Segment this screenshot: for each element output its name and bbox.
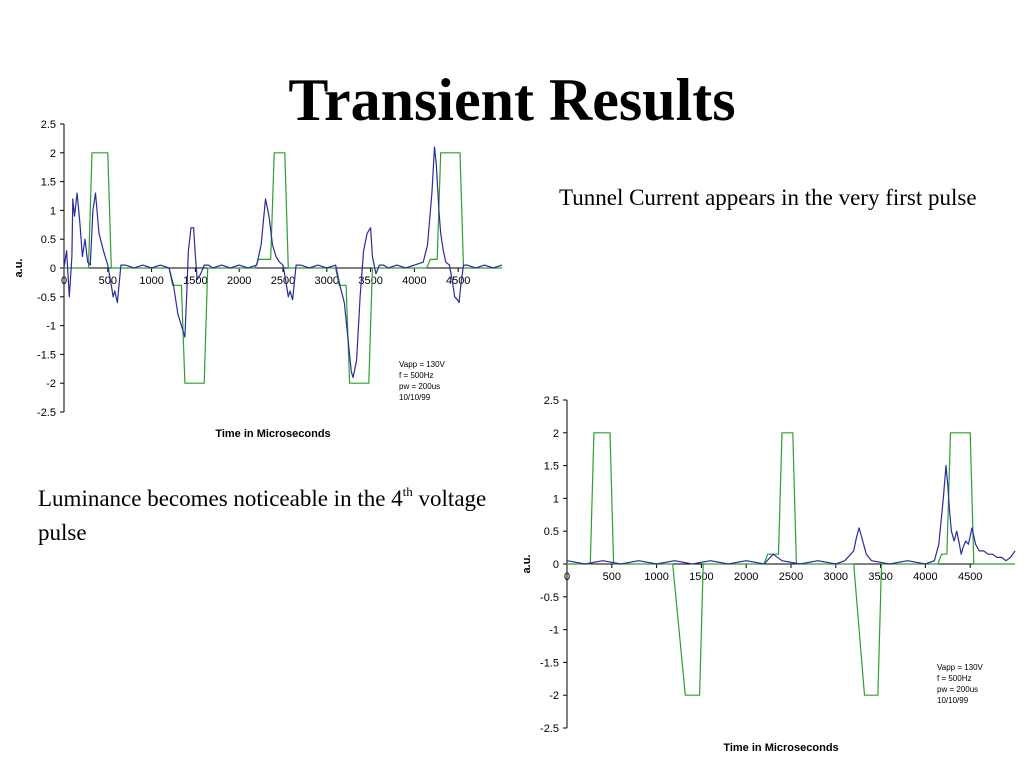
annotation-line: f = 500Hz [399,371,433,380]
x-tick-label: 1000 [139,275,163,287]
luminance-note: Luminance becomes noticeable in the 4th … [38,482,488,550]
x-tick-label: 3500 [358,275,382,287]
x-tick-label: 1500 [689,571,713,583]
x-axis-title: Time in Microseconds [215,428,330,440]
y-tick-label: 2.5 [544,395,559,407]
x-tick-label: 4500 [446,275,470,287]
signal-series-line [63,146,503,378]
y-tick-label: -1 [549,625,559,637]
x-tick-label: 4000 [913,571,937,583]
x-tick-label: 1000 [644,571,668,583]
y-tick-label: -0.5 [540,592,559,604]
y-tick-label: -0.5 [37,292,56,304]
x-axis-title: Time in Microseconds [723,742,838,754]
x-tick-label: 2000 [734,571,758,583]
y-tick-label: -1 [46,321,56,333]
annotation-line: 10/10/99 [399,393,431,402]
y-tick-label: 2 [50,148,56,160]
y-tick-label: 0.5 [41,234,56,246]
x-tick-label: 2500 [271,275,295,287]
y-tick-label: 2.5 [41,119,56,131]
y-tick-label: 1.5 [41,177,56,189]
annotation-line: f = 500Hz [937,674,971,683]
x-tick-label: 0 [564,571,570,583]
annotation-line: pw = 200us [399,382,440,391]
signal-series-line [566,464,1016,565]
y-tick-label: -1.5 [37,349,56,361]
x-tick-label: 0 [61,275,67,287]
voltage-series-line [64,152,502,384]
y-tick-label: 0 [50,263,56,275]
x-tick-label: 3000 [824,571,848,583]
annotation-line: Vapp = 130V [937,663,984,672]
y-tick-label: -1.5 [540,657,559,669]
annotation-line: Vapp = 130V [399,360,446,369]
y-tick-label: -2 [549,690,559,702]
x-tick-label: 1500 [183,275,207,287]
y-tick-label: 0.5 [544,526,559,538]
x-tick-label: 500 [99,275,117,287]
y-tick-label: -2.5 [540,723,559,735]
y-tick-label: -2.5 [37,407,56,419]
luminance-note-text: Luminance becomes noticeable in the 4 [38,486,403,511]
x-tick-label: 2500 [779,571,803,583]
x-tick-label: 4500 [958,571,982,583]
x-tick-label: 4000 [402,275,426,287]
x-tick-label: 500 [603,571,621,583]
luminance-note-tail: voltage pulse [38,486,487,545]
tunnel-current-note: Tunnel Current appears in the very first… [559,185,977,210]
y-axis-title: a.u. [13,259,25,278]
luminance-note-superscript: th [402,484,413,500]
annotation-line: 10/10/99 [937,696,969,705]
slide-title: Transient Results [288,67,736,133]
y-tick-label: 2 [553,428,559,440]
luminance-chart: 2.5 2 1.5 1 0.5 0 -0.5 -1 -1.5 -2 -2.5 0 500 1000 1500… [521,395,1016,754]
voltage-series-line [567,432,1015,696]
x-tick-label: 3000 [315,275,339,287]
y-tick-label: -2 [46,378,56,390]
y-tick-label: 1 [50,205,56,217]
tunnel-current-chart: 2.5 2 1.5 1 0.5 0 -0.5 -1 -1.5 -2 -2.5 0 500 1000 1500… [13,119,503,440]
y-tick-label: 0 [553,559,559,571]
x-tick-label: 2000 [227,275,251,287]
y-axis-title: a.u. [521,555,533,574]
y-tick-label: 1 [553,493,559,505]
y-tick-label: 1.5 [544,461,559,473]
annotation-line: pw = 200us [937,685,978,694]
